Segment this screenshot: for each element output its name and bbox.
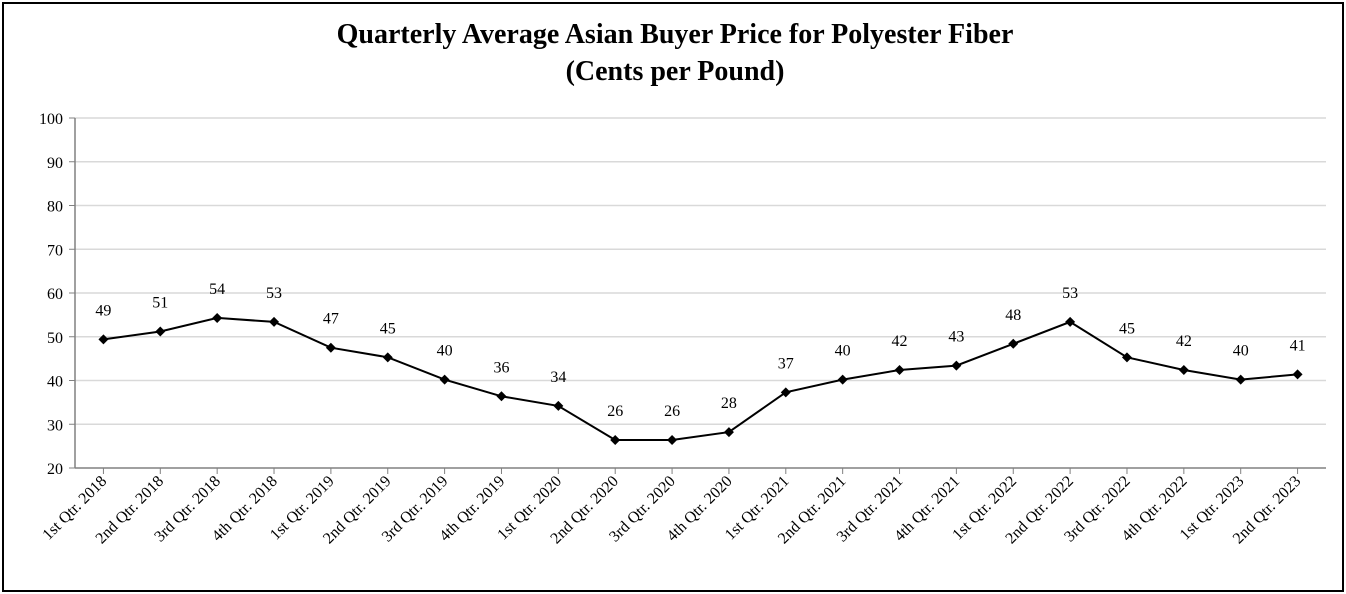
data-label: 42 <box>1176 333 1192 350</box>
data-point-marker <box>98 334 109 345</box>
y-tick-label: 70 <box>47 242 63 259</box>
data-point-marker <box>780 387 791 398</box>
y-tick-label: 60 <box>47 286 63 303</box>
data-label: 48 <box>1005 307 1021 324</box>
data-point-marker <box>382 352 393 363</box>
chart-title: Quarterly Average Asian Buyer Price for … <box>336 19 1014 50</box>
data-label: 40 <box>1233 343 1249 360</box>
data-label: 41 <box>1290 337 1306 354</box>
data-label: 37 <box>778 355 794 372</box>
data-point-marker <box>894 365 905 375</box>
data-point-marker <box>269 316 280 327</box>
data-label: 51 <box>152 295 168 312</box>
data-label: 54 <box>209 281 225 298</box>
series-line <box>103 316 1298 441</box>
data-label: 43 <box>948 329 964 346</box>
data-point-marker <box>723 427 734 438</box>
data-point-marker <box>610 435 621 445</box>
data-point-marker <box>439 374 450 385</box>
y-tick-label: 100 <box>39 111 63 128</box>
y-tick-label: 80 <box>47 199 63 216</box>
data-point-marker <box>553 400 564 411</box>
data-point-marker <box>1008 338 1019 349</box>
data-point-marker <box>1065 316 1076 327</box>
data-label: 45 <box>1119 320 1135 337</box>
data-point-marker <box>951 360 962 371</box>
data-point-marker <box>1178 365 1189 375</box>
data-label: 28 <box>721 395 737 412</box>
data-point-marker <box>155 326 166 337</box>
data-point-marker <box>1121 352 1132 363</box>
data-label: 36 <box>493 359 509 376</box>
data-label: 40 <box>835 343 851 360</box>
data-label: 47 <box>323 311 339 328</box>
data-label: 53 <box>266 285 282 302</box>
y-tick-label: 50 <box>47 330 63 347</box>
data-label: 49 <box>95 302 111 319</box>
y-tick-label: 40 <box>47 374 63 391</box>
data-point-marker <box>212 312 223 323</box>
data-point-marker <box>837 374 848 385</box>
data-point-marker <box>496 391 507 402</box>
y-tick-label: 20 <box>47 461 63 478</box>
data-label: 34 <box>550 369 566 386</box>
data-label: 40 <box>437 343 453 360</box>
data-point-marker <box>1235 374 1246 385</box>
chart-title-block: Quarterly Average Asian Buyer Price for … <box>4 16 1346 90</box>
data-label: 26 <box>664 403 680 420</box>
y-tick-label: 90 <box>47 155 63 172</box>
data-label: 42 <box>892 333 908 350</box>
data-point-marker <box>667 435 678 445</box>
data-label: 53 <box>1062 285 1078 302</box>
data-point-marker <box>1292 369 1303 380</box>
data-label: 45 <box>380 320 396 337</box>
data-point-marker <box>325 342 336 353</box>
y-tick-label: 30 <box>47 417 63 434</box>
data-label: 26 <box>607 403 623 420</box>
chart-subtitle: (Cents per Pound) <box>565 56 785 87</box>
